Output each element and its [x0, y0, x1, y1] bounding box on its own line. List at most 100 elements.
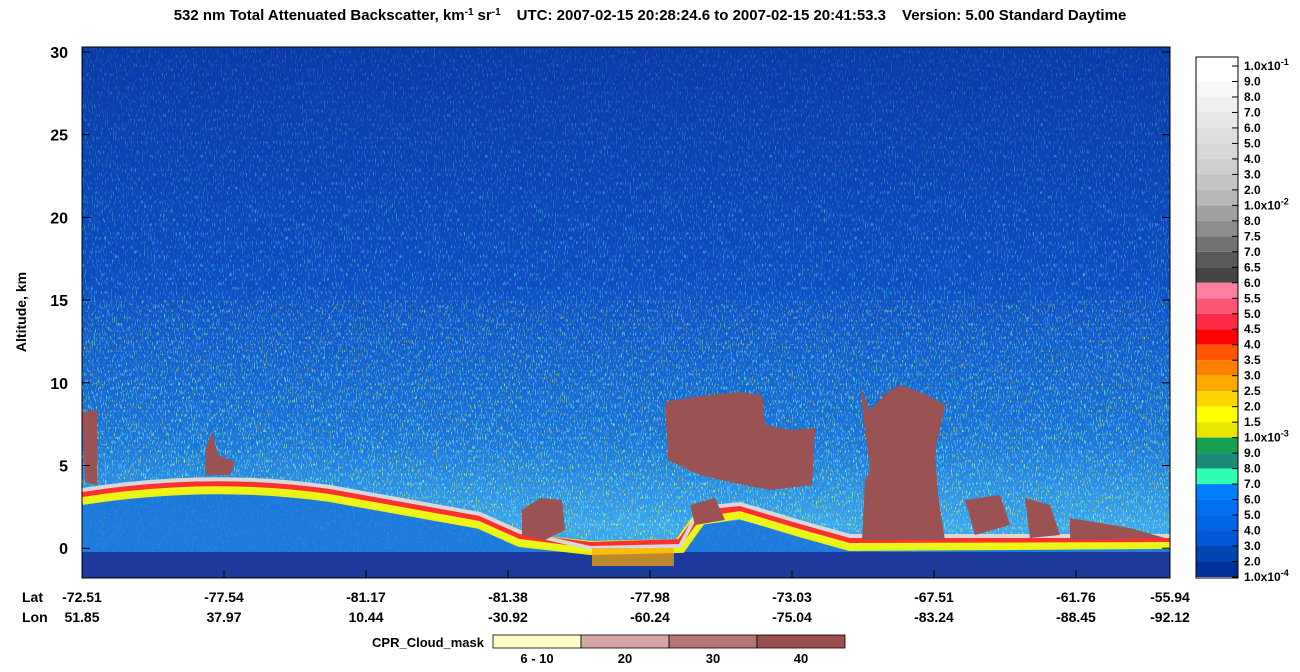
y-tick-label: 5 [59, 459, 68, 476]
colorbar-band [1196, 251, 1238, 268]
y-tick-label: 10 [50, 376, 68, 393]
colorbar-band [1196, 484, 1238, 500]
colorbar-label-exp: -4 [1281, 568, 1289, 578]
colorbar-label: 1.0x10-1 [1244, 57, 1289, 73]
colorbar-band [1196, 313, 1238, 330]
colorbar-band [1196, 205, 1238, 221]
colorbar-band [1196, 344, 1238, 361]
x-tick-label: -81.17 [346, 589, 386, 605]
colorbar-label: 7.0 [1244, 477, 1261, 491]
x-tick-label: -72.51 [62, 589, 102, 605]
colorbar-label: 5.0 [1244, 136, 1261, 150]
colorbar-band [1196, 66, 1238, 82]
cpr-legend: CPR_Cloud_mask 6 - 10 20 30 40 [372, 634, 846, 666]
colorbar-label-exp: -3 [1281, 429, 1289, 439]
x-tick-label: -92.12 [1150, 609, 1190, 625]
x-tick-label: 37.97 [206, 609, 241, 625]
colorbar-band [1196, 220, 1238, 237]
colorbar-band [1196, 468, 1238, 485]
y-tick-label: 20 [50, 210, 68, 227]
colorbar-label-exp: -1 [1281, 57, 1289, 67]
colorbar-band [1196, 81, 1238, 97]
colorbar-label: 7.5 [1244, 229, 1261, 243]
cpr-legend-label: CPR_Cloud_mask [372, 635, 485, 650]
colorbar-label-mantissa: 1.0x10 [1244, 198, 1281, 212]
colorbar-label: 8.0 [1244, 462, 1261, 476]
colorbar-band [1196, 189, 1238, 206]
colorbar-band [1196, 375, 1238, 392]
colorbar-label: 5.0 [1244, 307, 1261, 321]
colorbar-band [1196, 329, 1238, 345]
colorbar-band [1196, 57, 1238, 66]
cpr-legend-swatch [756, 634, 846, 649]
y-tick-label: 25 [50, 128, 68, 145]
colorbar-label: 4.0 [1244, 524, 1261, 538]
x-tick-label: -83.24 [914, 609, 954, 625]
colorbar-label: 4.0 [1244, 338, 1261, 352]
x-tick-label: -67.51 [914, 589, 954, 605]
colorbar-label: 6.0 [1244, 493, 1261, 507]
y-tick-label: 30 [50, 45, 68, 62]
colorbar-label: 6.0 [1244, 121, 1261, 135]
cpr-legend-swatch [668, 634, 758, 649]
colorbar-label: 2.0 [1244, 555, 1261, 569]
colorbar-band [1196, 174, 1238, 190]
colorbar-label: 3.5 [1244, 353, 1261, 367]
cpr-legend-swatch [492, 634, 582, 649]
colorbar-band [1196, 561, 1238, 577]
x-tick-label: -88.45 [1056, 609, 1096, 625]
colorbar-label: 1.0x10-4 [1244, 568, 1289, 584]
cpr-legend-bin: 40 [794, 651, 808, 666]
colorbar-band [1196, 96, 1238, 113]
x-tick-label: -61.76 [1056, 589, 1096, 605]
colorbar-band [1196, 546, 1238, 562]
colorbar-label: 6.0 [1244, 276, 1261, 290]
x-tick-label: 10.44 [348, 609, 383, 625]
colorbar-band [1196, 158, 1238, 175]
colorbar-label: 1.0x10-3 [1244, 429, 1289, 445]
y-axis-label: Altitude, km [13, 272, 29, 352]
colorbar-band [1196, 406, 1238, 423]
cpr-legend-bin: 6 - 10 [520, 651, 553, 666]
colorbar-label-mantissa: 1.0x10 [1244, 431, 1281, 445]
x-tick-label: -77.54 [204, 589, 244, 605]
colorbar-band [1196, 360, 1238, 376]
colorbar-label: 2.0 [1244, 183, 1261, 197]
colorbar-label: 3.0 [1244, 369, 1261, 383]
x-tick-label: -60.24 [630, 609, 670, 625]
x-tick-label: -55.94 [1150, 589, 1190, 605]
colorbar-label: 6.5 [1244, 260, 1261, 274]
colorbar-band [1196, 112, 1238, 128]
colorbar-band [1196, 282, 1238, 299]
colorbar-band [1196, 437, 1238, 454]
colorbar-label: 8.0 [1244, 90, 1261, 104]
colorbar-band [1196, 499, 1238, 516]
colorbar-band [1196, 391, 1238, 407]
x-tick-label: -75.04 [772, 609, 812, 625]
x-row-label: Lon [22, 609, 48, 625]
colorbar-label: 7.0 [1244, 105, 1261, 119]
colorbar-band [1196, 127, 1238, 144]
curtain [80, 46, 1171, 579]
colorbar-label: 8.0 [1244, 214, 1261, 228]
colorbar-label: 3.0 [1244, 539, 1261, 553]
x-tick-label: -77.98 [630, 589, 670, 605]
colorbar-band [1196, 530, 1238, 547]
colorbar-label: 5.5 [1244, 291, 1261, 305]
colorbar-label: 5.0 [1244, 508, 1261, 522]
colorbar-band [1196, 143, 1238, 159]
colorbar: 1.0x10-19.08.07.06.05.04.03.02.01.0x10-2… [1195, 56, 1289, 584]
colorbar-label: 9.0 [1244, 74, 1261, 88]
colorbar-band [1196, 453, 1238, 469]
x-tick-label: -73.03 [772, 589, 812, 605]
x-tick-label: 51.85 [64, 609, 99, 625]
colorbar-label-exp: -2 [1281, 196, 1289, 206]
x-row-label: Lat [22, 589, 43, 605]
colorbar-band [1196, 267, 1238, 283]
x-tick-label: -30.92 [488, 609, 528, 625]
colorbar-band [1196, 236, 1238, 252]
colorbar-label-mantissa: 1.0x10 [1244, 59, 1281, 73]
chart-title: 532 nm Total Attenuated Backscatter, km-… [174, 7, 1127, 25]
colorbar-label: 3.0 [1244, 167, 1261, 181]
colorbar-label: 4.0 [1244, 152, 1261, 166]
